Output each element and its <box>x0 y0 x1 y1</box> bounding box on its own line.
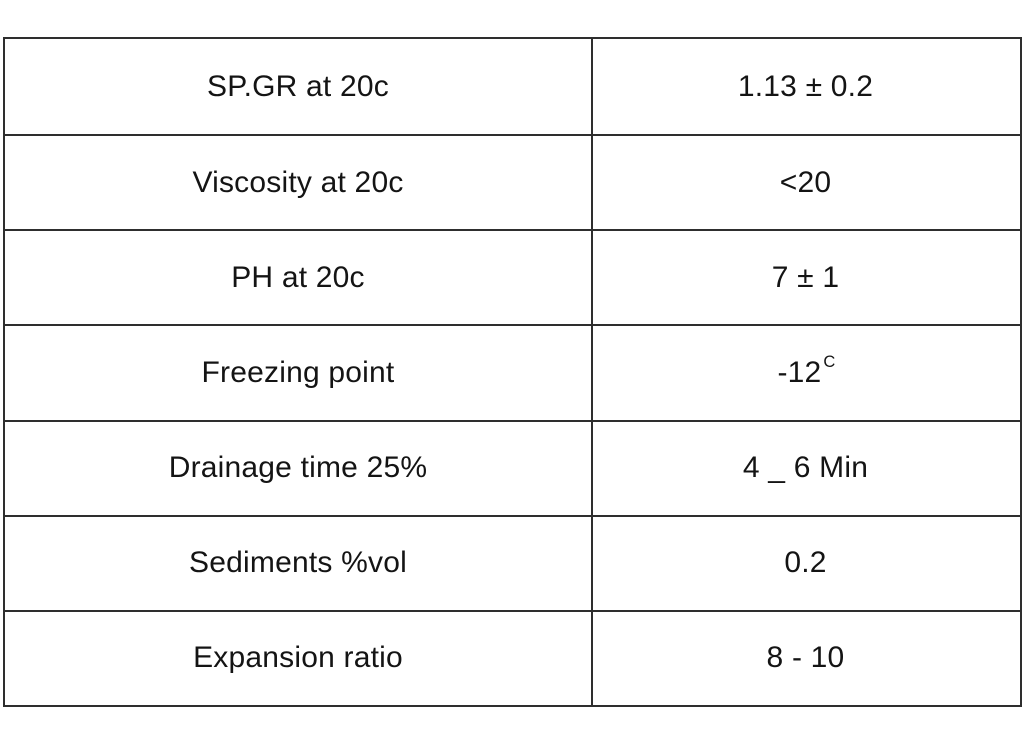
value-text: -12 <box>777 355 822 389</box>
property-cell: SP.GR at 20c <box>5 39 593 135</box>
property-label: Drainage time 25% <box>168 451 428 485</box>
table-row: Drainage time 25% 4 _ 6 Min <box>5 419 1020 515</box>
property-cell: Freezing point <box>5 326 593 420</box>
spec-table: SP.GR at 20c 1.13 ± 0.2 Viscosity at 20c… <box>3 37 1022 707</box>
property-label: PH at 20c <box>231 260 365 294</box>
value-text: 4 _ 6 Min <box>742 451 869 485</box>
property-label: SP.GR at 20c <box>207 69 389 103</box>
value-text: 0.2 <box>784 546 827 580</box>
property-label: Freezing point <box>201 355 395 389</box>
value-cell: 8 - 10 <box>593 612 1020 705</box>
property-cell: Viscosity at 20c <box>5 136 593 230</box>
value-cell: <20 <box>593 136 1020 229</box>
property-label: Expansion ratio <box>193 641 403 675</box>
property-cell: PH at 20c <box>5 231 593 325</box>
property-cell: Expansion ratio <box>5 611 593 705</box>
table-row: SP.GR at 20c 1.13 ± 0.2 <box>5 39 1020 135</box>
value-text: <20 <box>779 165 832 199</box>
table-row: Expansion ratio 8 - 10 <box>5 609 1020 705</box>
property-cell: Sediments %vol <box>5 516 593 610</box>
property-label: Viscosity at 20c <box>192 165 404 199</box>
value-cell: -12 C <box>777 353 836 389</box>
value-cell: 0.2 <box>593 517 1020 610</box>
value-cell: 7 ± 1 <box>593 231 1020 324</box>
value-text: 8 - 10 <box>766 641 845 675</box>
value-cell: 4 _ 6 Min <box>593 422 1020 515</box>
table-row: Viscosity at 20c <20 <box>5 134 1020 230</box>
value-text: 7 ± 1 <box>771 260 840 294</box>
table-row: PH at 20c 7 ± 1 <box>5 229 1020 325</box>
table-row: Freezing point -12 C <box>5 324 1020 420</box>
value-text: 1.13 ± 0.2 <box>737 69 874 103</box>
property-label: Sediments %vol <box>189 546 407 580</box>
table-row: Sediments %vol 0.2 <box>5 514 1020 610</box>
property-cell: Drainage time 25% <box>5 421 593 515</box>
value-cell: 1.13 ± 0.2 <box>593 39 1020 134</box>
